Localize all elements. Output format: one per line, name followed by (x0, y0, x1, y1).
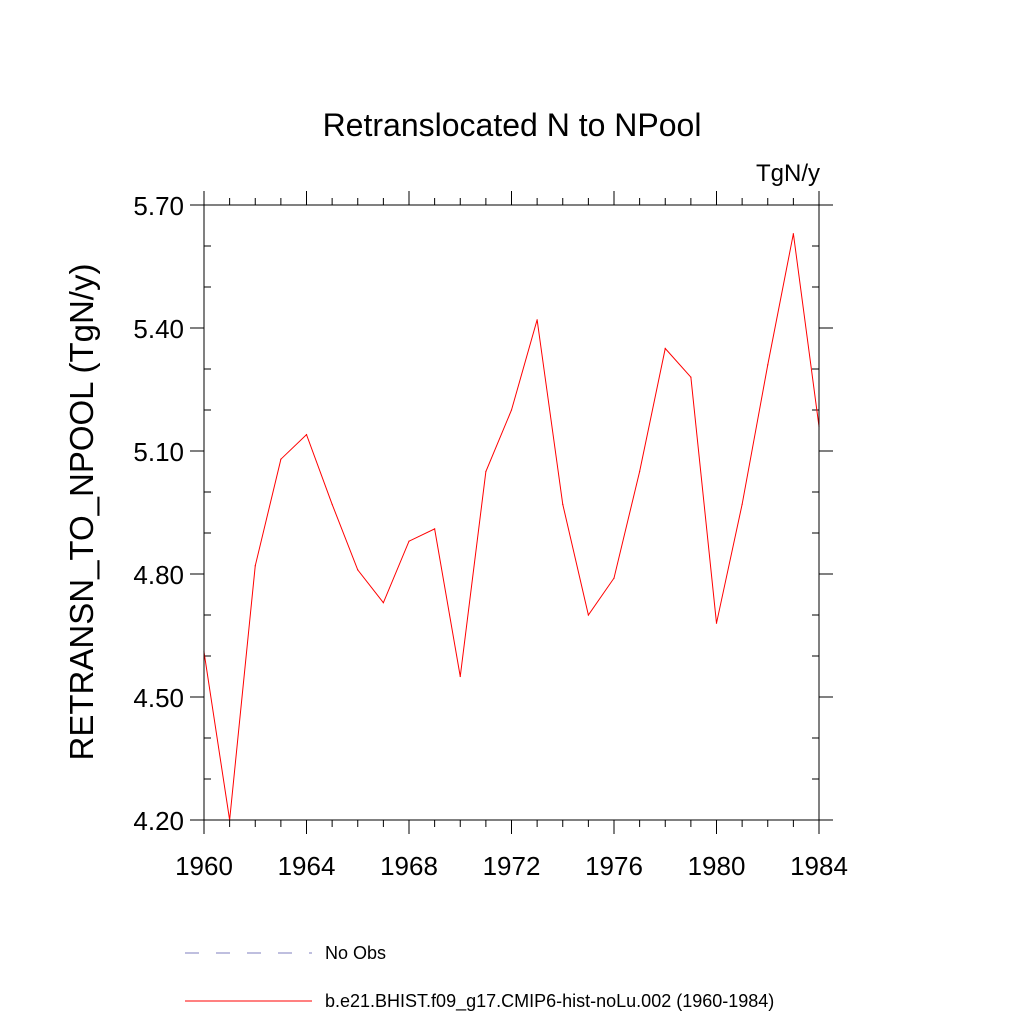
x-tick-label: 1972 (483, 851, 541, 881)
data-point (690, 376, 692, 378)
data-point (767, 364, 769, 366)
legend: No Obs b.e21.BHIST.f09_g17.CMIP6-hist-no… (185, 943, 774, 1012)
data-point (792, 233, 794, 235)
units-label: TgN/y (756, 160, 820, 187)
data-point (305, 434, 308, 436)
data-point (382, 602, 384, 604)
x-tick-label: 1980 (688, 851, 746, 881)
chart-title: Retranslocated N to NPool (323, 107, 702, 143)
y-tick-label: 5.40 (133, 314, 184, 344)
data-point (459, 675, 461, 678)
y-tick-label: 5.10 (133, 437, 184, 467)
data-point (587, 614, 589, 616)
axis-ticks (190, 191, 833, 834)
legend-label-model: b.e21.BHIST.f09_g17.CMIP6-hist-noLu.002 … (325, 991, 774, 1012)
x-tick-label: 1968 (380, 851, 438, 881)
data-point (408, 540, 410, 542)
y-tick-label: 4.50 (133, 683, 184, 713)
x-tick-label: 1984 (790, 851, 848, 881)
data-point (280, 458, 282, 460)
legend-label-no-obs: No Obs (325, 943, 386, 963)
data-point (434, 528, 436, 530)
data-point (331, 503, 333, 505)
y-tick-label: 5.70 (133, 191, 184, 221)
series-line (203, 233, 820, 821)
data-point (485, 470, 487, 473)
y-tick-label: 4.20 (133, 806, 184, 836)
plot-frame (203, 204, 820, 821)
x-tick-label: 1976 (585, 851, 643, 881)
data-point (357, 569, 359, 571)
x-tick-label: 1960 (175, 851, 233, 881)
data-point (254, 565, 256, 567)
y-tick-labels: 4.20 4.50 4.80 5.10 5.40 5.70 (133, 191, 184, 836)
data-point (536, 319, 538, 321)
y-tick-label: 4.80 (133, 560, 184, 590)
data-point (715, 622, 718, 624)
data-point (613, 577, 615, 579)
series-lines (203, 233, 820, 821)
data-point (639, 470, 641, 473)
data-point (510, 409, 513, 411)
y-axis-label: RETRANSN_TO_NPOOL (TgN/y) (63, 264, 100, 761)
data-point (741, 503, 743, 505)
data-point (664, 347, 666, 350)
x-tick-labels: 1960 1964 1968 1972 1976 1980 1984 (175, 851, 848, 881)
x-tick-label: 1964 (278, 851, 336, 881)
data-point (562, 503, 564, 505)
